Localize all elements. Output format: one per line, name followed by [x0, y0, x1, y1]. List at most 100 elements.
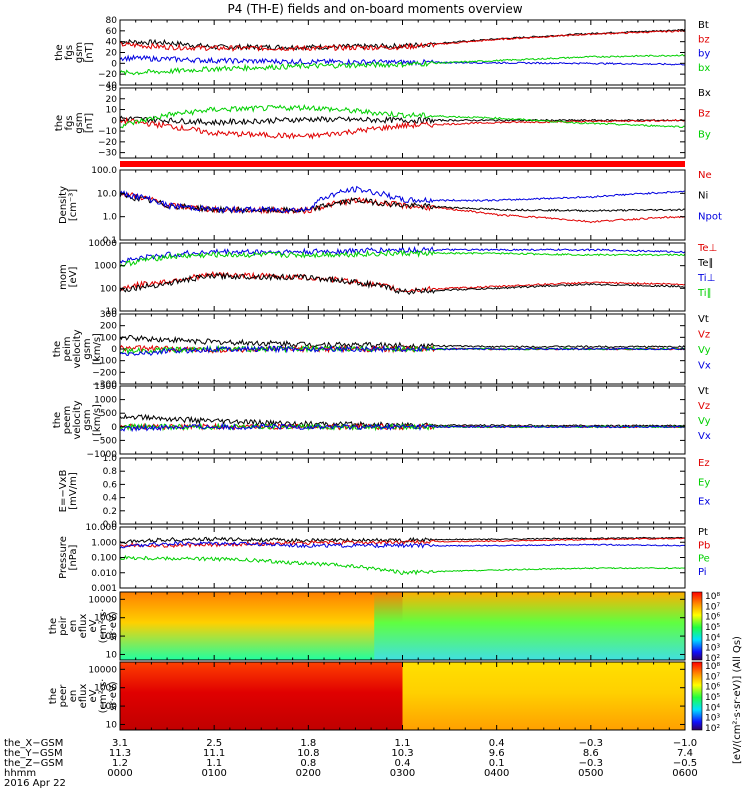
- legend-entry: Vx: [698, 431, 711, 442]
- spectrogram-column: [572, 592, 582, 660]
- spectrogram-column: [317, 662, 328, 730]
- spectrogram-column: [317, 592, 328, 660]
- series-line-Te⊥: [119, 270, 686, 293]
- ephemeris-row-label: the_Y−GSM: [4, 748, 63, 759]
- y-tick-label: 300: [100, 310, 117, 320]
- series-line-Vx: [119, 422, 686, 433]
- spectrogram-column: [129, 592, 140, 660]
- legend-entry: Ey: [698, 477, 710, 488]
- spectrogram-column: [289, 592, 300, 660]
- spectrogram-column: [346, 592, 356, 660]
- spectrogram-column: [637, 592, 648, 660]
- y-axis-label: gsm: [82, 338, 93, 359]
- y-axis-label: (cm²·s·: [98, 609, 109, 644]
- ephemeris-value: 1.2: [112, 758, 128, 769]
- legend-entry: Vy: [698, 345, 711, 356]
- y-axis-label: the: [52, 341, 63, 357]
- spectrogram-column: [477, 592, 488, 660]
- y-axis-label: peer: [58, 684, 69, 708]
- colorbar-tick-label: 10⁵: [705, 623, 720, 633]
- ephemeris-row-label: the_Z−GSM: [4, 758, 63, 769]
- spectrogram-column: [261, 662, 272, 730]
- y-axis-label: sr·eV): [108, 681, 119, 710]
- panel-density: 100.0 10.0 1.0 0.1 Density [cm⁻³] Ne Ni Npot: [58, 166, 722, 246]
- legend-entry: Ti∥: [697, 288, 712, 299]
- y-tick-label: 0: [111, 345, 117, 355]
- spectrogram-column: [581, 592, 592, 660]
- series-line-Vx: [119, 344, 686, 357]
- ephemeris-value: 7.4: [677, 748, 693, 759]
- spectrogram-column: [233, 662, 243, 730]
- spectrogram-column: [459, 592, 469, 660]
- y-tick-label: 100: [100, 632, 117, 642]
- y-axis-label: [km/s]: [92, 333, 103, 365]
- series-line-bx: [119, 53, 686, 76]
- panel-frame: [119, 526, 686, 589]
- ephemeris-value: 1.1: [395, 738, 411, 749]
- legend-entry: Vx: [698, 361, 711, 372]
- ephemeris-value: −0.5: [673, 758, 697, 769]
- spectrogram-column: [411, 592, 422, 660]
- ephemeris-value: 9.6: [489, 748, 505, 759]
- spectrogram-column: [355, 662, 366, 730]
- y-tick-label: −500: [92, 436, 117, 446]
- y-tick-label: 0: [111, 423, 117, 433]
- spectrogram-column: [223, 592, 234, 660]
- ephemeris-value: −0.3: [579, 758, 603, 769]
- y-tick-label: 0.6: [103, 480, 118, 490]
- spectrogram-column: [515, 592, 526, 660]
- y-axis-label: [km/s]: [92, 404, 103, 436]
- ephemeris-value: 1.1: [206, 758, 222, 769]
- spectrogram-column: [204, 662, 215, 730]
- spectrogram-column: [185, 662, 196, 730]
- spectrogram-column: [506, 592, 516, 660]
- spectrogram-column: [628, 592, 639, 660]
- ephemeris-value: 3.1: [112, 738, 128, 749]
- spectrogram-column: [280, 592, 290, 660]
- legend-entry: Pt: [698, 527, 708, 538]
- ephemeris-value: 10.3: [391, 748, 413, 759]
- y-axis-label: fgs: [64, 115, 75, 130]
- y-tick-label: 1000: [94, 262, 117, 272]
- spectrogram-column: [298, 592, 309, 660]
- y-axis-label: the: [52, 412, 63, 428]
- y-tick-label: 10000: [88, 665, 117, 675]
- y-tick-label: 30: [106, 84, 118, 94]
- y-axis-label: (cm²·s·: [98, 679, 109, 714]
- y-tick-label: 0.1: [103, 236, 117, 246]
- spectrogram-column: [440, 662, 451, 730]
- series-line-Vy: [119, 344, 686, 355]
- spectrogram-column: [355, 592, 366, 660]
- y-axis-label: eflux: [78, 614, 89, 639]
- y-axis-label: en: [68, 690, 79, 703]
- y-axis-label: gsm: [74, 112, 85, 133]
- spectrogram-column: [524, 662, 535, 730]
- spectrogram-column: [553, 592, 564, 660]
- ephemeris-value: 8.6: [583, 748, 599, 759]
- spectrogram-column: [214, 662, 225, 730]
- spectrogram-column: [327, 592, 338, 660]
- spectrogram-column: [298, 662, 309, 730]
- spectrogram-column: [421, 662, 432, 730]
- spectrogram-column: [619, 592, 629, 660]
- spectrogram-column: [524, 592, 535, 660]
- spectrogram-column: [270, 592, 281, 660]
- y-tick-label: 1000: [94, 684, 117, 694]
- y-tick-label: 0.2: [103, 507, 117, 517]
- spectrogram-column: [364, 662, 375, 730]
- y-tick-label: 10000: [88, 595, 117, 605]
- spectrogram-column: [148, 662, 159, 730]
- ephemeris-row-label: the_X−GSM: [4, 738, 63, 749]
- spectrogram-column: [487, 592, 498, 660]
- y-axis-label: [cm⁻³]: [68, 189, 79, 221]
- series-line-Pe: [119, 554, 686, 576]
- y-axis-label: gsm: [74, 42, 85, 63]
- spectrogram-column: [468, 592, 479, 660]
- panel-frame: [119, 457, 686, 525]
- spectrogram-column: [581, 662, 592, 730]
- y-axis-label: en: [68, 620, 79, 633]
- spectrogram-column: [609, 662, 620, 730]
- ephemeris-value: 11.3: [109, 748, 131, 759]
- y-axis-label: mom: [58, 264, 69, 290]
